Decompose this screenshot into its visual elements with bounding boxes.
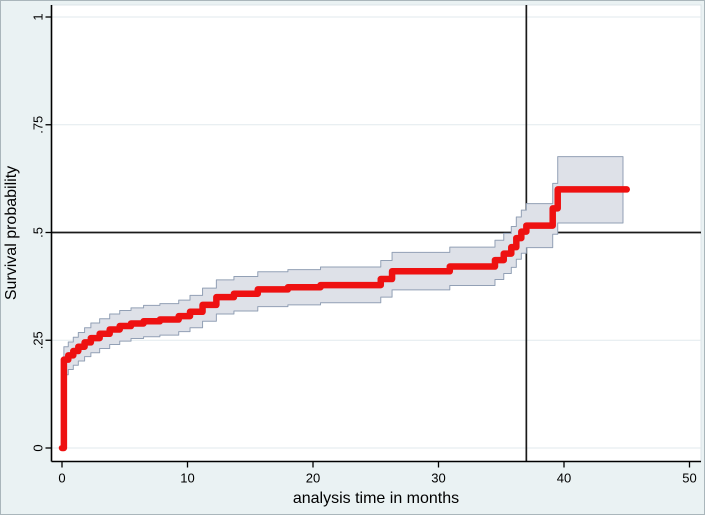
y-tick-label: .25 [31, 331, 46, 349]
gridlines-layer [51, 16, 701, 449]
x-tick-label: 0 [58, 471, 65, 486]
x-tick-label: 10 [180, 471, 194, 486]
y-tick-label: .75 [31, 116, 46, 134]
axes-layer [50, 5, 701, 463]
confidence-band-layer [63, 156, 624, 376]
x-tick-label: 50 [682, 471, 696, 486]
y-tick-label: 1 [31, 13, 46, 20]
x-tick-label: 40 [557, 471, 571, 486]
confidence-band [63, 156, 624, 376]
survival-curve [58, 186, 630, 452]
y-tick-label: .5 [31, 227, 46, 238]
x-tick-label: 20 [306, 471, 320, 486]
survival-curve-layer [58, 186, 630, 452]
x-tick-label: 30 [431, 471, 445, 486]
y-axis-title: Survival probability [3, 166, 20, 300]
y-tick-label: 0 [31, 444, 46, 451]
x-axis-title: analysis time in months [293, 490, 459, 507]
